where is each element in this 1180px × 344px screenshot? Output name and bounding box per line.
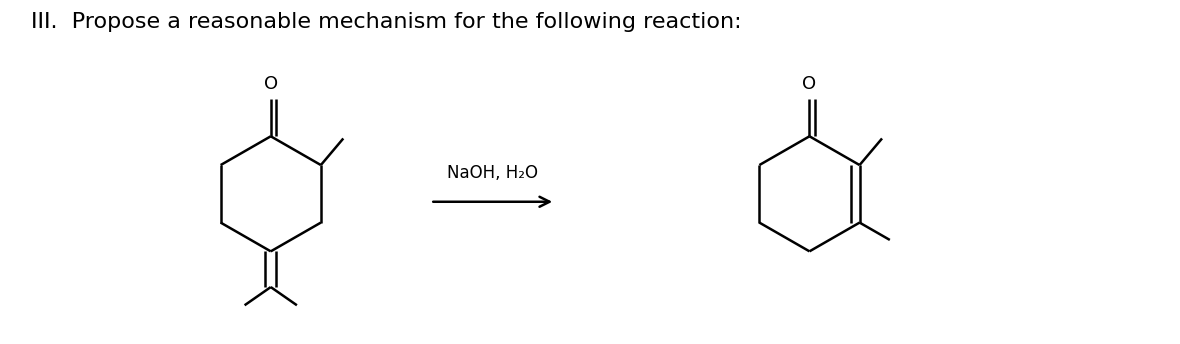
Text: O: O (263, 75, 277, 93)
Text: III.  Propose a reasonable mechanism for the following reaction:: III. Propose a reasonable mechanism for … (31, 12, 741, 32)
Text: NaOH, H₂O: NaOH, H₂O (447, 164, 538, 182)
Text: O: O (802, 75, 817, 93)
